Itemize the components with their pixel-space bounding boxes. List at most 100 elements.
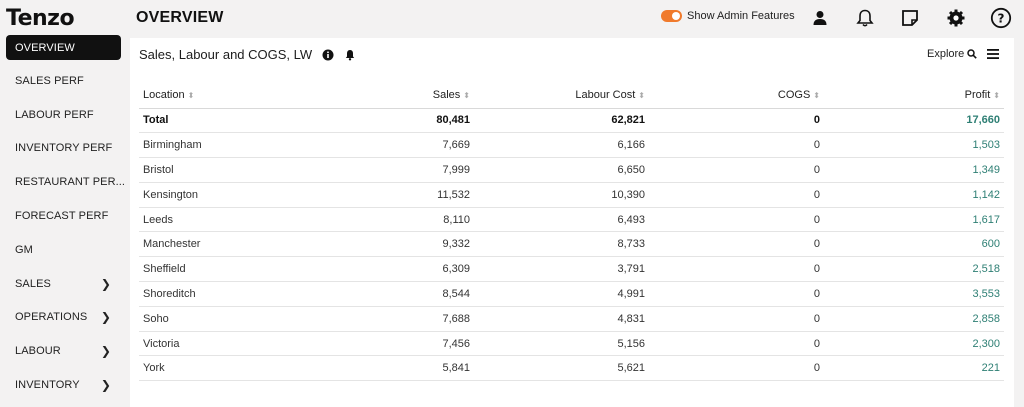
sidebar: Tenzo OVERVIEW SALES PERF LABOUR PERF IN… <box>0 0 128 407</box>
sidebar-item-sales[interactable]: SALES ❯ <box>6 267 121 301</box>
bell-icon[interactable] <box>344 49 356 61</box>
cell-labour-cost: 6,166 <box>474 132 649 159</box>
cell-labour-cost: 6,650 <box>474 157 649 183</box>
cell-profit: 221 <box>824 355 1004 382</box>
table-row[interactable]: Manchester 9,332 8,733 0 600 <box>139 231 1004 258</box>
sidebar-item-label: LABOUR <box>15 345 61 358</box>
sort-icon: ⬍ <box>187 91 195 101</box>
cell-cogs: 0 <box>649 132 824 159</box>
toggle-switch[interactable] <box>661 10 682 22</box>
info-icon[interactable] <box>322 49 334 61</box>
cell-cogs: 0 <box>649 331 824 357</box>
admin-features-toggle[interactable]: Show Admin Features <box>661 10 795 22</box>
cell-cogs: 0 <box>649 108 824 134</box>
cell-labour-cost: 5,156 <box>474 331 649 357</box>
sidebar-nav: OVERVIEW SALES PERF LABOUR PERF INVENTOR… <box>6 35 125 402</box>
cell-labour-cost: 4,831 <box>474 306 649 332</box>
column-header-location[interactable]: Location ⬍ <box>139 83 259 109</box>
table-row[interactable]: Soho 7,688 4,831 0 2,858 <box>139 306 1004 332</box>
brand-logo[interactable]: Tenzo <box>6 6 75 31</box>
cell-sales: 5,841 <box>259 355 474 382</box>
explore-label: Explore <box>927 48 965 60</box>
admin-toggle-label: Show Admin Features <box>687 10 795 22</box>
sidebar-item-label: INVENTORY <box>15 379 80 392</box>
top-bar: OVERVIEW Show Admin Features ? <box>128 0 1024 36</box>
sidebar-item-inventory[interactable]: INVENTORY ❯ <box>6 368 121 402</box>
cell-cogs: 0 <box>649 207 824 233</box>
cell-labour-cost: 8,733 <box>474 231 649 258</box>
cell-sales: 8,544 <box>259 281 474 307</box>
table-row[interactable]: Bristol 7,999 6,650 0 1,349 <box>139 157 1004 183</box>
table-row[interactable]: Shoreditch 8,544 4,991 0 3,553 <box>139 281 1004 307</box>
table-row-total: Total 80,481 62,821 0 17,660 <box>139 108 1004 134</box>
card-title: Sales, Labour and COGS, LW <box>139 47 356 62</box>
cell-profit: 3,553 <box>824 281 1004 307</box>
sort-icon: ⬍ <box>813 91 820 101</box>
cell-cogs: 0 <box>649 306 824 332</box>
help-icon[interactable]: ? <box>989 6 1013 30</box>
sidebar-item-label: LABOUR PERF <box>15 108 94 121</box>
chevron-right-icon: ❯ <box>100 276 111 291</box>
data-table: Location ⬍ Sales ⬍ Labour Cost ⬍ COGS ⬍ Prof… <box>139 83 1004 382</box>
cell-cogs: 0 <box>649 355 824 382</box>
sidebar-item-label: FORECAST PERF <box>15 210 109 223</box>
column-header-profit[interactable]: Profit ⬍ <box>824 83 1004 109</box>
cell-profit: 1,142 <box>824 182 1004 208</box>
cell-location: Shoreditch <box>139 281 259 307</box>
cell-sales: 6,309 <box>259 256 474 283</box>
cell-profit: 1,617 <box>824 207 1004 233</box>
sidebar-item-labour-perf[interactable]: LABOUR PERF <box>6 98 121 132</box>
table-row[interactable]: Kensington 11,532 10,390 0 1,142 <box>139 182 1004 208</box>
note-icon[interactable] <box>898 6 922 30</box>
table-row[interactable]: Victoria 7,456 5,156 0 2,300 <box>139 331 1004 357</box>
cell-location: Manchester <box>139 231 259 258</box>
cell-cogs: 0 <box>649 231 824 258</box>
column-header-labour-cost[interactable]: Labour Cost ⬍ <box>474 83 649 109</box>
cell-location: Sheffield <box>139 256 259 283</box>
bell-icon[interactable] <box>853 6 877 30</box>
sidebar-item-operations[interactable]: OPERATIONS ❯ <box>6 301 121 335</box>
cell-location: Leeds <box>139 207 259 233</box>
sidebar-item-label: SALES PERF <box>15 74 84 87</box>
table-row[interactable]: Birmingham 7,669 6,166 0 1,503 <box>139 132 1004 159</box>
sidebar-item-label: OPERATIONS <box>15 311 88 324</box>
table-row[interactable]: York 5,841 5,621 0 221 <box>139 355 1004 382</box>
gear-icon[interactable] <box>944 6 968 30</box>
table-row[interactable]: Sheffield 6,309 3,791 0 2,518 <box>139 256 1004 283</box>
cell-labour-cost: 4,991 <box>474 281 649 307</box>
sidebar-item-gm[interactable]: GM <box>6 233 121 267</box>
sidebar-item-label: INVENTORY PERF <box>15 142 113 155</box>
sidebar-item-sales-perf[interactable]: SALES PERF <box>6 64 121 98</box>
cell-sales: 80,481 <box>259 108 474 134</box>
sort-icon: ⬍ <box>463 91 470 101</box>
cell-profit: 17,660 <box>824 108 1004 134</box>
user-icon[interactable] <box>808 6 832 30</box>
cell-labour-cost: 5,621 <box>474 355 649 382</box>
sidebar-item-label: SALES <box>15 277 51 290</box>
chevron-right-icon: ❯ <box>100 378 111 393</box>
svg-text:?: ? <box>998 12 1005 26</box>
sidebar-item-restaurant-perf[interactable]: RESTAURANT PER... <box>6 165 125 199</box>
cell-labour-cost: 6,493 <box>474 207 649 233</box>
column-header-cogs[interactable]: COGS ⬍ <box>649 83 824 109</box>
explore-button[interactable]: Explore <box>927 48 978 60</box>
cell-labour-cost: 62,821 <box>474 108 649 134</box>
cell-location: Soho <box>139 306 259 332</box>
cell-profit: 1,503 <box>824 132 1004 159</box>
sidebar-item-inventory-perf[interactable]: INVENTORY PERF <box>6 132 121 166</box>
column-header-sales[interactable]: Sales ⬍ <box>259 83 474 109</box>
sidebar-item-overview[interactable]: OVERVIEW <box>6 35 121 60</box>
cell-profit: 600 <box>824 231 1004 258</box>
cell-location: Victoria <box>139 331 259 357</box>
cell-location: Kensington <box>139 182 259 208</box>
sidebar-item-labour[interactable]: LABOUR ❯ <box>6 334 121 368</box>
menu-icon[interactable] <box>986 47 1000 66</box>
cell-location: Bristol <box>139 157 259 183</box>
search-icon <box>967 49 978 59</box>
table-row[interactable]: Leeds 8,110 6,493 0 1,617 <box>139 207 1004 233</box>
card-title-text: Sales, Labour and COGS, LW <box>139 47 313 62</box>
cell-location: Birmingham <box>139 132 259 159</box>
sidebar-item-forecast-perf[interactable]: FORECAST PERF <box>6 199 121 233</box>
chevron-right-icon: ❯ <box>100 310 111 325</box>
cell-sales: 11,532 <box>259 182 474 208</box>
